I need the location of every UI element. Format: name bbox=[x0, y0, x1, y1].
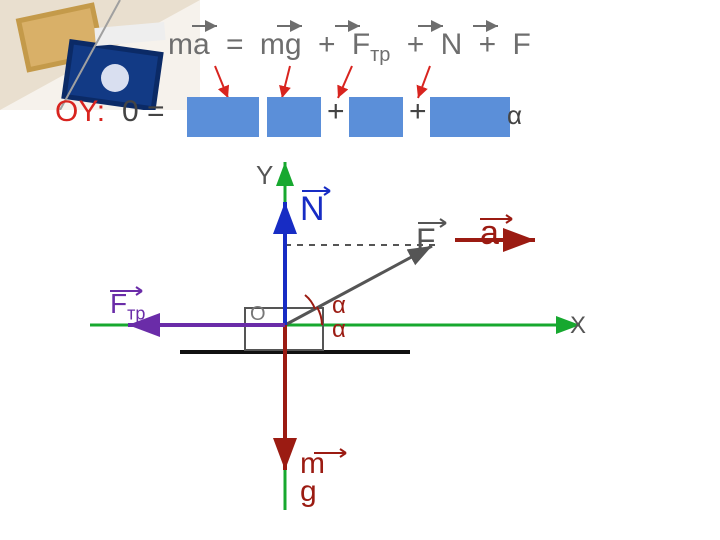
vecmark-N bbox=[300, 186, 336, 196]
mask-4 bbox=[430, 97, 510, 137]
oy-label: OY: bbox=[55, 95, 105, 129]
lab-X: X bbox=[570, 312, 586, 340]
vecmark-Ftr bbox=[108, 286, 148, 296]
plus-b: + bbox=[409, 95, 427, 129]
peek-alpha: α bbox=[507, 100, 522, 131]
mask-1 bbox=[187, 97, 259, 137]
mask-2 bbox=[267, 97, 321, 137]
svg-text:O: O bbox=[250, 303, 266, 325]
vecmark-F bbox=[416, 218, 452, 228]
vecmark-mg bbox=[312, 448, 352, 458]
mask-3 bbox=[349, 97, 403, 137]
lab-mg: mg bbox=[300, 450, 330, 506]
stage: ma = mg + Fтр + N + F OY: 0 = + + α O bbox=[0, 0, 720, 540]
oy-zero: 0 = bbox=[122, 95, 165, 129]
force-diagram: O bbox=[60, 150, 660, 530]
lab-alpha2: α bbox=[332, 316, 346, 344]
vecmark-a bbox=[478, 214, 518, 224]
plus-a: + bbox=[327, 95, 345, 129]
lab-Y: Y bbox=[256, 160, 273, 191]
